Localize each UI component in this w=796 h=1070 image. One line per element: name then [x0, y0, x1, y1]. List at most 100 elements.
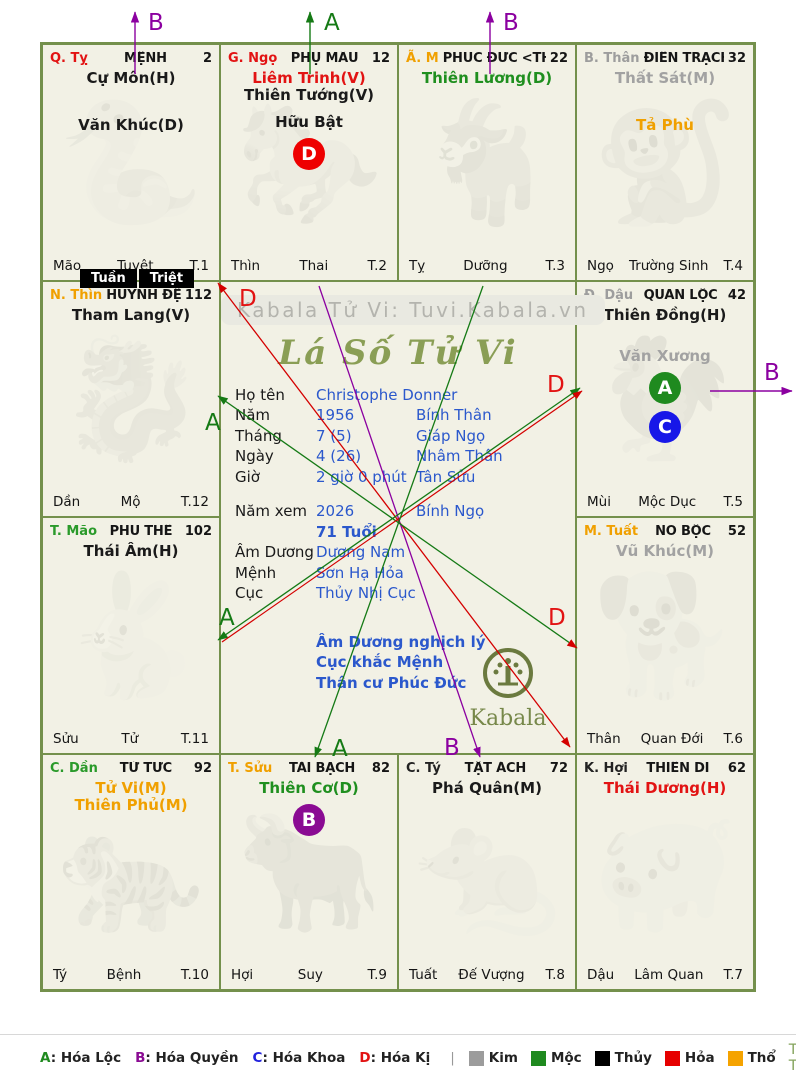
star-major: Tham Lang(V) [71, 305, 191, 324]
field-label: Âm Dương [235, 543, 314, 561]
palace-cell-t9: T. Sửu TÀI BẠCH 82 Thiên Cơ(D) B 🐂 Hợi Suy T… [220, 753, 398, 990]
stem-branch-label: C. Tý [406, 760, 441, 776]
legend-separator: | [450, 1050, 455, 1066]
credit-link[interactable]: Tạo lá số: Tuvi.Kabala.vn [788, 1042, 796, 1070]
palace-number: 2 [202, 51, 212, 66]
chart-title: Lá Số Tử Vi [278, 332, 518, 373]
palace-name: PHU THÊ [109, 524, 173, 539]
t-index: T.7 [723, 967, 743, 983]
legend-hoa-khoa: CHóa Khoa [253, 1050, 346, 1066]
palace-cell-t2: G. Ngọ PHỤ MẪU 12 Liêm Trinh(V) Thiên Tướn… [220, 44, 398, 281]
palace-number: 32 [727, 51, 746, 66]
stem-branch-label: G. Ngọ [228, 51, 278, 66]
palace-cell-t4: B. Thân ĐIỀN TRẠCH 32 Thất Sát(M) Tả Phù 🐒… [576, 44, 754, 281]
stem-branch-label: K. Hợi [584, 760, 628, 776]
stem-branch-label: T. Sửu [228, 760, 273, 776]
stem-branch-label: T. Mão [50, 524, 97, 539]
star-minor: Hữu Bật [275, 113, 343, 131]
palace-name: PHỤ MẪU [290, 51, 359, 66]
life-stage: Dưỡng [463, 257, 508, 274]
t-index: T.10 [180, 967, 209, 983]
field-label: Mệnh [235, 563, 277, 582]
palace-number: 92 [193, 760, 212, 776]
star-minor: Văn Xương [619, 346, 711, 365]
t-index: T.1 [189, 257, 209, 274]
life-stage: Mộ [120, 494, 141, 510]
legend-element-tho: Thổ [727, 1050, 776, 1066]
hoa-ki-marker: D [293, 138, 325, 170]
palace-cell-t11: T. Mão PHU THÊ 102 Thái Âm(H) 🐇 Sửu Tử T.11 [42, 517, 220, 754]
palace-number: 42 [727, 287, 746, 303]
t-index: T.3 [545, 257, 565, 274]
palace-name: TÀI BẠCH [289, 760, 356, 776]
star-major: Thiên Đồng(H) [603, 305, 727, 324]
branch-corner: Thìn [231, 257, 261, 274]
branch-corner: Tuất [409, 967, 438, 983]
tho-color-swatch [727, 1050, 743, 1066]
tuan-triet-badges: Tuần Triệt [80, 269, 195, 288]
palace-name: NÔ BỘC [655, 524, 711, 539]
stem-branch-label: C. Dần [50, 760, 98, 776]
t-index: T.2 [367, 257, 387, 274]
field-value: 4 (26) [316, 447, 362, 465]
palace-number: 62 [727, 760, 746, 776]
star-major: Liêm Trinh(V) [252, 69, 366, 87]
arrow-letter-b: B [764, 360, 780, 386]
branch-corner: Sửu [53, 730, 79, 747]
legend-hoa-quyen: BHóa Quyền [135, 1050, 238, 1066]
life-stage: Quan Đới [640, 730, 704, 747]
palace-name: QUAN LỘC [643, 287, 718, 303]
palace-name: TỬ TỨC [119, 760, 173, 776]
palace-name: THIÊN DI [646, 760, 710, 776]
palace-name: ĐIỀN TRẠCH [643, 51, 724, 66]
life-stage: Mộc Dục [638, 494, 697, 510]
arrow-letter-b: B [148, 10, 164, 36]
palace-cell-t6: M. Tuất NÔ BỘC 52 Vũ Khúc(M) 🐕 Thân Quan Đớ… [576, 517, 754, 754]
life-stage: Tử [121, 730, 139, 747]
palace-number: 12 [371, 51, 390, 66]
t-index: T.6 [723, 730, 743, 747]
palace-number: 102 [184, 524, 212, 539]
hoa-quyen-marker: B [293, 803, 325, 836]
field-value: 1956 [316, 406, 355, 424]
legend-bar: AHóa Lộc BHóa Quyền CHóa Khoa DHóa Kị | … [40, 1042, 796, 1070]
star-major: Thiên Cơ(D) [259, 778, 359, 797]
star-minor: Văn Khúc(D) [78, 116, 184, 134]
stem-branch-label: M. Tuất [584, 524, 639, 539]
palace-number: 22 [549, 51, 568, 66]
hoa-loc-marker: A [649, 371, 681, 404]
palace-number: 112 [184, 287, 212, 303]
star-major: Phá Quân(M) [432, 778, 542, 797]
field-value: 7 (5) [316, 426, 352, 445]
stem-branch-label: Q. Tỵ [50, 51, 88, 66]
age-value: 71 Tuổi [316, 522, 377, 541]
stem-branch-label: Ã. M [406, 51, 439, 66]
legend-element-kim: Kim [468, 1050, 518, 1066]
field-value: Dương Nam [316, 543, 406, 561]
life-stage: Bệnh [106, 967, 142, 983]
t-index: T.11 [180, 730, 209, 747]
life-stage: Đế Vượng [458, 967, 525, 983]
palace-name: HUYNH ĐỆ [106, 287, 181, 303]
palace-number: 82 [371, 760, 390, 776]
stem-branch-label: N. Thìn [50, 287, 103, 303]
field-value: Thủy Nhị Cục [316, 584, 416, 602]
palace-name: MỆNH [124, 51, 167, 66]
field-value: 2026 [316, 502, 355, 520]
branch-corner: Thân [587, 730, 621, 747]
stem-branch-label: B. Thân [584, 51, 640, 66]
tuan-badge: Tuần [80, 269, 137, 288]
t-index: T.4 [723, 257, 743, 274]
life-stage: Lâm Quan [634, 967, 704, 983]
star-major: Cự Môn(H) [86, 69, 176, 87]
arrow-letter-b: B [503, 10, 519, 36]
field-label: Giờ [235, 467, 260, 486]
palace-cell-t7: K. Hợi THIÊN DI 62 Thái Dương(H) 🐖 Dậu Lâm … [576, 753, 754, 990]
field-label: Năm xem [235, 502, 308, 520]
branch-corner: Dần [53, 494, 81, 510]
branch-corner: Tỵ [409, 257, 426, 274]
arrow-letter-a: A [324, 10, 340, 36]
field-value: 2 giờ 0 phút [316, 467, 407, 486]
